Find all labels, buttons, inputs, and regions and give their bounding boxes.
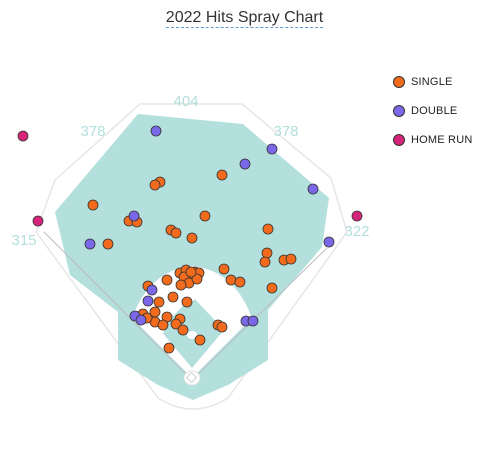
distance-label-left-center: 378 [80, 123, 105, 140]
hit-point-single[interactable] [87, 199, 99, 211]
hit-point-single[interactable] [175, 279, 187, 291]
hit-point-double[interactable] [323, 236, 335, 248]
hit-point-home-run[interactable] [351, 210, 363, 222]
hit-point-single[interactable] [191, 273, 203, 285]
distance-label-center: 404 [173, 93, 198, 110]
hit-point-home-run[interactable] [32, 215, 44, 227]
hit-point-single[interactable] [261, 247, 273, 259]
hit-point-single[interactable] [285, 253, 297, 265]
hit-point-single[interactable] [153, 296, 165, 308]
legend-label-home-run: HOME RUN [411, 133, 473, 146]
legend-item-single[interactable]: SINGLE [393, 67, 473, 96]
hit-point-single[interactable] [216, 169, 228, 181]
hit-point-single[interactable] [102, 238, 114, 250]
pitchers-mound [187, 331, 197, 339]
distance-label-left-line: 315 [11, 232, 36, 249]
hit-point-single[interactable] [157, 319, 169, 331]
left-foul-line [43, 231, 191, 379]
hit-point-double[interactable] [128, 210, 140, 222]
hit-point-single[interactable] [218, 263, 230, 275]
legend-label-double: DOUBLE [411, 104, 458, 117]
hit-point-single[interactable] [170, 227, 182, 239]
hit-point-single[interactable] [170, 318, 182, 330]
hit-point-single[interactable] [186, 232, 198, 244]
hit-point-double[interactable] [150, 125, 162, 137]
hit-point-single[interactable] [266, 282, 278, 294]
hit-point-single[interactable] [199, 210, 211, 222]
hit-point-single[interactable] [167, 291, 179, 303]
right-foul-line [193, 247, 328, 379]
field-outline [35, 103, 348, 410]
hit-point-single[interactable] [262, 223, 274, 235]
hit-point-single[interactable] [225, 274, 237, 286]
hit-point-double[interactable] [247, 315, 259, 327]
outfield-grass [55, 114, 329, 400]
hit-point-double[interactable] [307, 183, 319, 195]
hit-point-single[interactable] [161, 274, 173, 286]
hit-point-double[interactable] [84, 238, 96, 250]
legend-swatch-home-run [393, 133, 405, 146]
hit-point-double[interactable] [142, 295, 154, 307]
hit-point-single[interactable] [181, 296, 193, 308]
legend-item-double[interactable]: DOUBLE [393, 96, 473, 125]
hit-point-single[interactable] [259, 256, 271, 268]
hit-point-double[interactable] [135, 314, 147, 326]
hit-point-single[interactable] [185, 266, 197, 278]
distance-label-right-line: 322 [344, 223, 369, 240]
legend-item-home-run[interactable]: HOME RUN [393, 125, 473, 154]
legend: SINGLE DOUBLE HOME RUN [393, 67, 473, 154]
hit-point-double[interactable] [146, 284, 158, 296]
hit-point-single[interactable] [194, 334, 206, 346]
hit-point-home-run[interactable] [17, 130, 29, 142]
hit-point-single[interactable] [163, 342, 175, 354]
legend-swatch-double [393, 104, 405, 117]
hit-point-single[interactable] [234, 276, 246, 288]
legend-swatch-single [393, 75, 405, 88]
hit-point-single[interactable] [177, 324, 189, 336]
home-plate [185, 371, 198, 384]
hit-markers [17, 125, 363, 354]
hit-point-single[interactable] [149, 179, 161, 191]
legend-label-single: SINGLE [411, 75, 453, 88]
hit-point-double[interactable] [266, 143, 278, 155]
distance-label-right-center: 378 [273, 123, 298, 140]
hit-point-single[interactable] [216, 321, 228, 333]
hit-point-double[interactable] [239, 158, 251, 170]
chart-title: 2022 Hits Spray Chart [165, 9, 324, 28]
